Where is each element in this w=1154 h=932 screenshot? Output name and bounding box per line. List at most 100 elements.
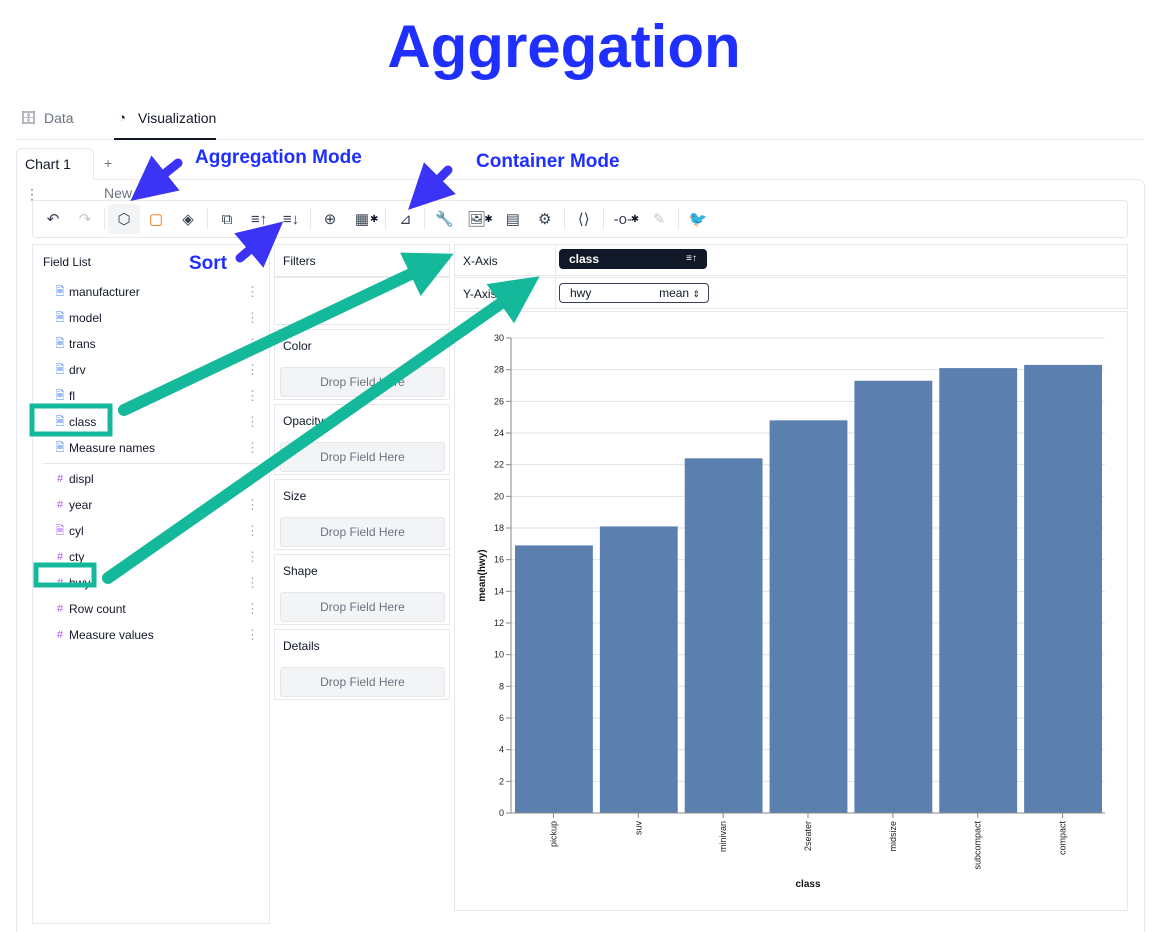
drop-zone[interactable]: Drop Field Here <box>280 667 445 697</box>
measure-hash-icon: # <box>56 473 64 485</box>
toolbar-divider <box>602 208 604 230</box>
wrench-icon[interactable]: 🔧 <box>435 211 454 228</box>
field-label: class <box>69 415 97 429</box>
bar <box>515 545 593 813</box>
tab-visualization[interactable]: ◔ Visualization <box>114 110 217 140</box>
bar <box>1024 364 1102 813</box>
field-manufacturer[interactable]: 🗎 manufacturer ⋮ <box>41 281 263 303</box>
table-icon[interactable]: ▤ <box>505 211 520 228</box>
field-label: model <box>69 311 102 325</box>
gear-icon[interactable]: ✱ <box>630 213 640 225</box>
zoom-icon[interactable]: ⊕ <box>323 211 337 228</box>
more-vertical-icon[interactable]: ⋮ <box>246 440 259 455</box>
field-cty[interactable]: # cty ⋮ <box>41 546 263 568</box>
field-label: displ <box>69 472 94 486</box>
field-label: fl <box>69 389 75 403</box>
y-tick-label: 12 <box>494 618 504 628</box>
axis-ruler-icon[interactable]: ⊿ <box>399 211 412 228</box>
filters-section: Filters <box>274 244 450 277</box>
channel-label: Opacity <box>283 414 324 428</box>
tab-data[interactable]: 🗄 Data <box>20 110 74 140</box>
x-tick-label: 2seater <box>803 821 813 851</box>
y-tick-label: 14 <box>494 586 504 596</box>
more-vertical-icon[interactable]: ⋮ <box>246 575 259 590</box>
aggregation-select[interactable]: mean ⇕ <box>659 284 700 303</box>
redo-icon[interactable]: ↷ <box>78 211 92 228</box>
chevron-updown-icon: ⇕ <box>692 289 700 299</box>
opacity-channel: Opacity Drop Field Here <box>274 404 450 475</box>
y-tick-label: 18 <box>494 523 504 533</box>
more-vertical-icon[interactable]: ⋮ <box>246 523 259 538</box>
field-fl[interactable]: 🗎 fl ⋮ <box>41 385 263 407</box>
field-measure-names[interactable]: 🗎 Measure names ⋮ <box>41 437 263 459</box>
sort-descending-icon[interactable]: ≡↓ <box>282 210 300 228</box>
measure-hash-icon: # <box>56 603 64 615</box>
more-vertical-icon[interactable]: ⋮ <box>246 362 259 377</box>
chart-tab-menu-icon[interactable]: ⋮ <box>25 186 39 202</box>
drop-zone[interactable]: Drop Field Here <box>280 442 445 472</box>
settings-icon[interactable]: ⚙ <box>538 211 552 228</box>
more-vertical-icon[interactable]: ⋮ <box>246 310 259 325</box>
field-label: cyl <box>69 524 84 538</box>
more-vertical-icon[interactable]: ⋮ <box>246 284 259 299</box>
field-list-divider <box>43 463 259 464</box>
toolbar-divider <box>563 208 565 230</box>
more-vertical-icon[interactable]: ⋮ <box>246 497 259 512</box>
container-mode-annotation: Container Mode <box>476 151 620 172</box>
toolbar-divider <box>678 208 680 230</box>
toolbar-divider <box>310 208 311 230</box>
sort-ascending-icon[interactable]: ≡↑ <box>686 253 697 264</box>
filters-drop-area[interactable] <box>274 277 450 325</box>
transpose-icon[interactable]: ⧉ <box>221 210 233 228</box>
more-vertical-icon[interactable]: ⋮ <box>246 388 259 403</box>
gear-icon[interactable]: ✱ <box>370 213 379 225</box>
commit-node-icon[interactable]: -o- <box>613 210 632 228</box>
bar <box>599 526 678 813</box>
field-year[interactable]: # year ⋮ <box>41 494 263 516</box>
dimension-text-icon: 🗎 <box>55 389 65 402</box>
field-list: Field List 🗎 manufacturer ⋮ 🗎 model ⋮ 🗎 … <box>32 244 270 924</box>
gear-icon[interactable]: ✱ <box>484 213 493 225</box>
image-icon[interactable]: 🖼 <box>466 211 486 228</box>
y-tick-label: 28 <box>494 365 504 375</box>
undo-icon[interactable]: ↶ <box>46 211 60 228</box>
layers-icon[interactable]: ◈ <box>182 211 194 228</box>
bar <box>939 368 1018 813</box>
field-measure-values[interactable]: # Measure values ⋮ <box>41 624 263 646</box>
field-label: year <box>69 498 93 512</box>
field-row-count[interactable]: # Row count ⋮ <box>41 598 263 620</box>
y-tick-label: 6 <box>499 713 504 723</box>
drop-zone[interactable]: Drop Field Here <box>280 367 445 397</box>
more-vertical-icon[interactable]: ⋮ <box>246 601 259 616</box>
field-hwy[interactable]: # hwy ⋮ <box>41 572 263 594</box>
chart-tab-1[interactable]: Chart 1 ⋮ <box>16 148 94 202</box>
toolbar-divider <box>104 208 105 230</box>
field-trans[interactable]: 🗎 trans ⋮ <box>41 333 263 355</box>
more-vertical-icon[interactable]: ⋮ <box>246 471 259 486</box>
bar <box>769 420 848 813</box>
code-icon[interactable]: ⟨⟩ <box>577 211 590 228</box>
details-channel: Details Drop Field Here <box>274 629 450 700</box>
brush-icon[interactable]: ✎ <box>652 211 666 228</box>
drop-zone[interactable]: Drop Field Here <box>280 517 445 547</box>
aggregation-mode-cube-icon[interactable]: ⬡ <box>108 204 140 234</box>
axis-row-divider <box>555 245 556 275</box>
field-class[interactable]: 🗎 class ⋮ <box>41 411 263 433</box>
sort-ascending-icon[interactable]: ≡↑ <box>250 210 268 228</box>
container-mode-icon[interactable]: ▦ <box>354 211 370 228</box>
field-cyl[interactable]: 🗎 cyl ⋮ <box>41 520 263 542</box>
more-vertical-icon[interactable]: ⋮ <box>246 336 259 351</box>
y-axis-field-pill[interactable]: hwy mean ⇕ <box>559 283 709 303</box>
stack-mode-icon[interactable]: ▢ <box>148 211 164 228</box>
field-model[interactable]: 🗎 model ⋮ <box>41 307 263 329</box>
bird-logo-icon[interactable]: 🐦 <box>688 211 708 228</box>
field-displ[interactable]: # displ ⋮ <box>41 468 263 490</box>
new-chart-button[interactable]: + New <box>104 155 133 201</box>
field-label: cty <box>69 550 85 564</box>
drop-zone[interactable]: Drop Field Here <box>280 592 445 622</box>
more-vertical-icon[interactable]: ⋮ <box>246 414 259 429</box>
x-axis-field-pill[interactable]: class ≡↑ <box>559 249 707 269</box>
field-drv[interactable]: 🗎 drv ⋮ <box>41 359 263 381</box>
more-vertical-icon[interactable]: ⋮ <box>246 627 259 642</box>
more-vertical-icon[interactable]: ⋮ <box>246 549 259 564</box>
